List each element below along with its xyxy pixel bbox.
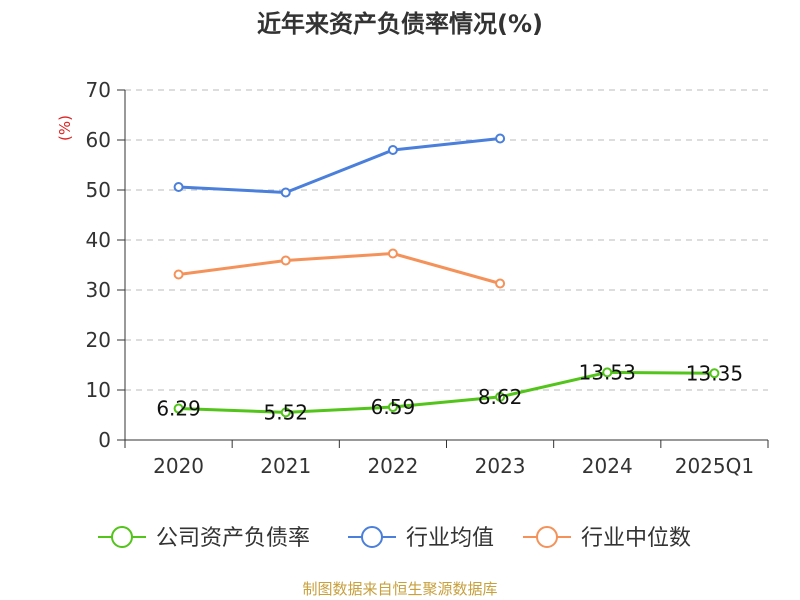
y-tick-label: 30 bbox=[86, 278, 111, 302]
y-tick-label: 20 bbox=[86, 328, 111, 352]
y-axis-unit: (%) bbox=[56, 115, 74, 141]
data-point bbox=[387, 145, 398, 155]
data-point bbox=[173, 269, 184, 280]
data-label: 6.59 bbox=[371, 395, 416, 419]
data-label: 8.62 bbox=[478, 385, 523, 409]
legend-label: 行业中位数 bbox=[581, 526, 691, 551]
legend-marker bbox=[536, 526, 558, 548]
y-tick-label: 0 bbox=[98, 428, 111, 452]
data-point bbox=[602, 367, 613, 378]
chart-title: 近年来资产负债率情况(%) bbox=[257, 10, 543, 38]
series-line bbox=[178, 252, 501, 285]
y-tick-label: 50 bbox=[86, 178, 111, 202]
series-line bbox=[178, 137, 501, 194]
x-tick-label: 2025Q1 bbox=[675, 454, 754, 478]
axes: 0 10 20 30 40 50 60 70 2020 2021 2022 2023 2024 2025Q… bbox=[86, 78, 769, 478]
data-point bbox=[280, 255, 291, 266]
data-point bbox=[495, 278, 506, 289]
data-labels: 6.29 5.52 6.59 8.62 13.53 13.35 bbox=[156, 360, 743, 424]
x-tick-label: 2023 bbox=[475, 454, 526, 478]
legend: 公司资产负债率 行业均值 行业中位数 bbox=[98, 526, 691, 551]
legend-label: 行业均值 bbox=[406, 526, 494, 551]
data-point bbox=[495, 133, 506, 144]
data-label: 13.35 bbox=[686, 361, 743, 385]
y-tick-label: 10 bbox=[86, 378, 111, 402]
y-tick-label: 70 bbox=[86, 78, 111, 102]
data-point bbox=[280, 407, 291, 418]
x-tick-label: 2024 bbox=[582, 454, 633, 478]
data-label: 13.53 bbox=[579, 360, 636, 384]
y-tick-label: 40 bbox=[86, 228, 111, 252]
series-lines bbox=[173, 133, 720, 418]
legend-label: 公司资产负债率 bbox=[156, 526, 310, 551]
x-tick-label: 2021 bbox=[260, 454, 311, 478]
data-point bbox=[387, 248, 398, 259]
data-label: 5.52 bbox=[263, 400, 308, 424]
data-point bbox=[173, 182, 184, 192]
data-point bbox=[173, 403, 184, 414]
legend-marker bbox=[361, 526, 383, 548]
x-tick-label: 2020 bbox=[153, 454, 204, 478]
gridlines bbox=[125, 89, 768, 391]
data-point bbox=[387, 402, 398, 413]
data-point bbox=[280, 187, 291, 198]
data-point bbox=[495, 391, 506, 402]
series-line bbox=[178, 370, 715, 414]
source-footer: 制图数据来自恒生聚源数据库 bbox=[302, 580, 498, 598]
y-tick-label: 60 bbox=[86, 128, 111, 152]
legend-marker bbox=[111, 526, 133, 548]
data-point bbox=[709, 368, 720, 379]
x-tick-label: 2022 bbox=[367, 454, 418, 478]
data-label: 6.29 bbox=[156, 397, 201, 421]
